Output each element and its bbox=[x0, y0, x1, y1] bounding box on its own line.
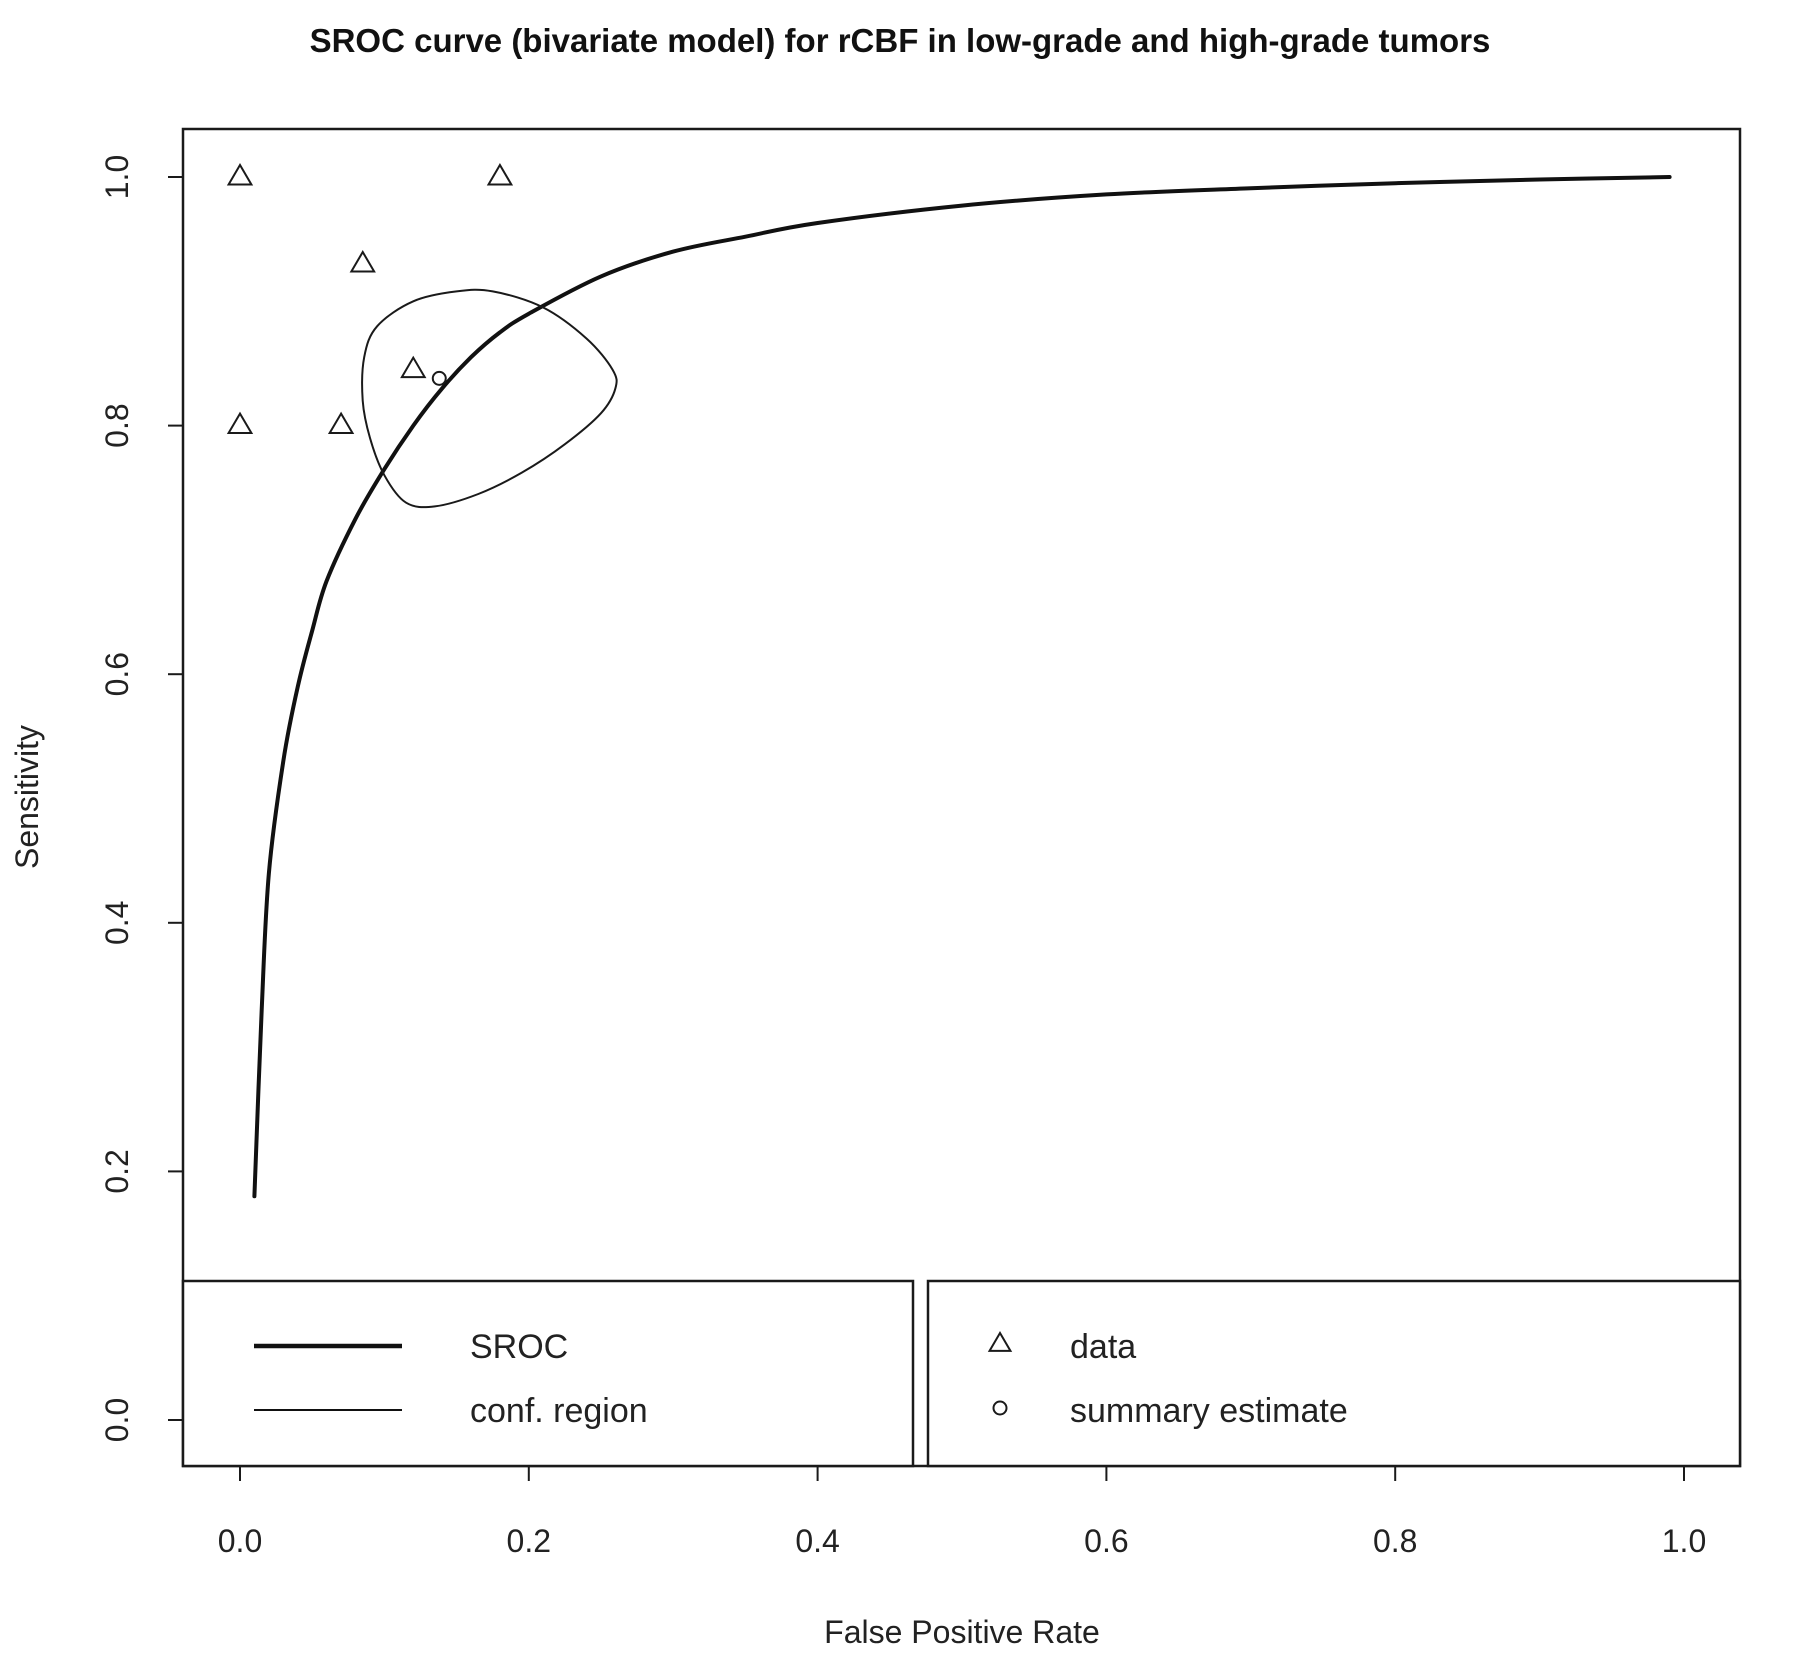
chart-title: SROC curve (bivariate model) for rCBF in… bbox=[310, 22, 1491, 59]
y-tick-label: 0.0 bbox=[99, 1398, 135, 1442]
legend-label: data bbox=[1070, 1328, 1136, 1366]
x-tick-label: 0.4 bbox=[795, 1523, 839, 1559]
data-point-triangle bbox=[327, 411, 355, 435]
data-point-triangle bbox=[486, 163, 514, 186]
x-axis-label: False Positive Rate bbox=[824, 1614, 1100, 1650]
y-tick-label: 0.2 bbox=[99, 1149, 135, 1193]
data-point-triangle bbox=[226, 411, 254, 435]
data-point-triangle bbox=[226, 163, 254, 186]
legend-box-right bbox=[926, 1279, 1742, 1468]
y-tick-label: 0.6 bbox=[99, 652, 135, 696]
plot-frame bbox=[181, 127, 1742, 1468]
y-axis: 0.0 0.2 0.4 0.6 0.8 1.0 bbox=[99, 155, 184, 1442]
y-axis-label: Sensitivity bbox=[9, 725, 45, 869]
series-layer bbox=[226, 163, 1672, 1199]
x-axis: 0.0 0.2 0.4 0.6 0.8 1.0 bbox=[218, 1465, 1706, 1559]
legend-label: summary estimate bbox=[1070, 1392, 1348, 1430]
y-tick-label: 1.0 bbox=[99, 155, 135, 199]
x-tick-label: 0.0 bbox=[218, 1523, 262, 1559]
data-point-triangle bbox=[349, 250, 376, 273]
x-tick-label: 0.6 bbox=[1084, 1523, 1128, 1559]
legend: SROC conf. region data summary estimate bbox=[181, 1279, 1742, 1468]
x-tick-label: 1.0 bbox=[1662, 1523, 1706, 1559]
legend-summary-circle-swatch bbox=[992, 1400, 1008, 1416]
y-tick-label: 0.4 bbox=[99, 901, 135, 945]
legend-label: SROC bbox=[470, 1328, 568, 1366]
sroc-curve bbox=[252, 175, 1672, 1199]
summary-estimate-point bbox=[431, 370, 447, 386]
x-tick-label: 0.8 bbox=[1373, 1523, 1417, 1559]
data-point-triangle bbox=[400, 355, 427, 379]
y-tick-label: 0.8 bbox=[99, 403, 135, 447]
legend-label: conf. region bbox=[470, 1392, 648, 1430]
legend-box-left bbox=[181, 1279, 915, 1468]
confidence-region bbox=[361, 288, 618, 509]
legend-data-triangle-swatch bbox=[987, 1331, 1013, 1352]
x-tick-label: 0.2 bbox=[507, 1523, 551, 1559]
